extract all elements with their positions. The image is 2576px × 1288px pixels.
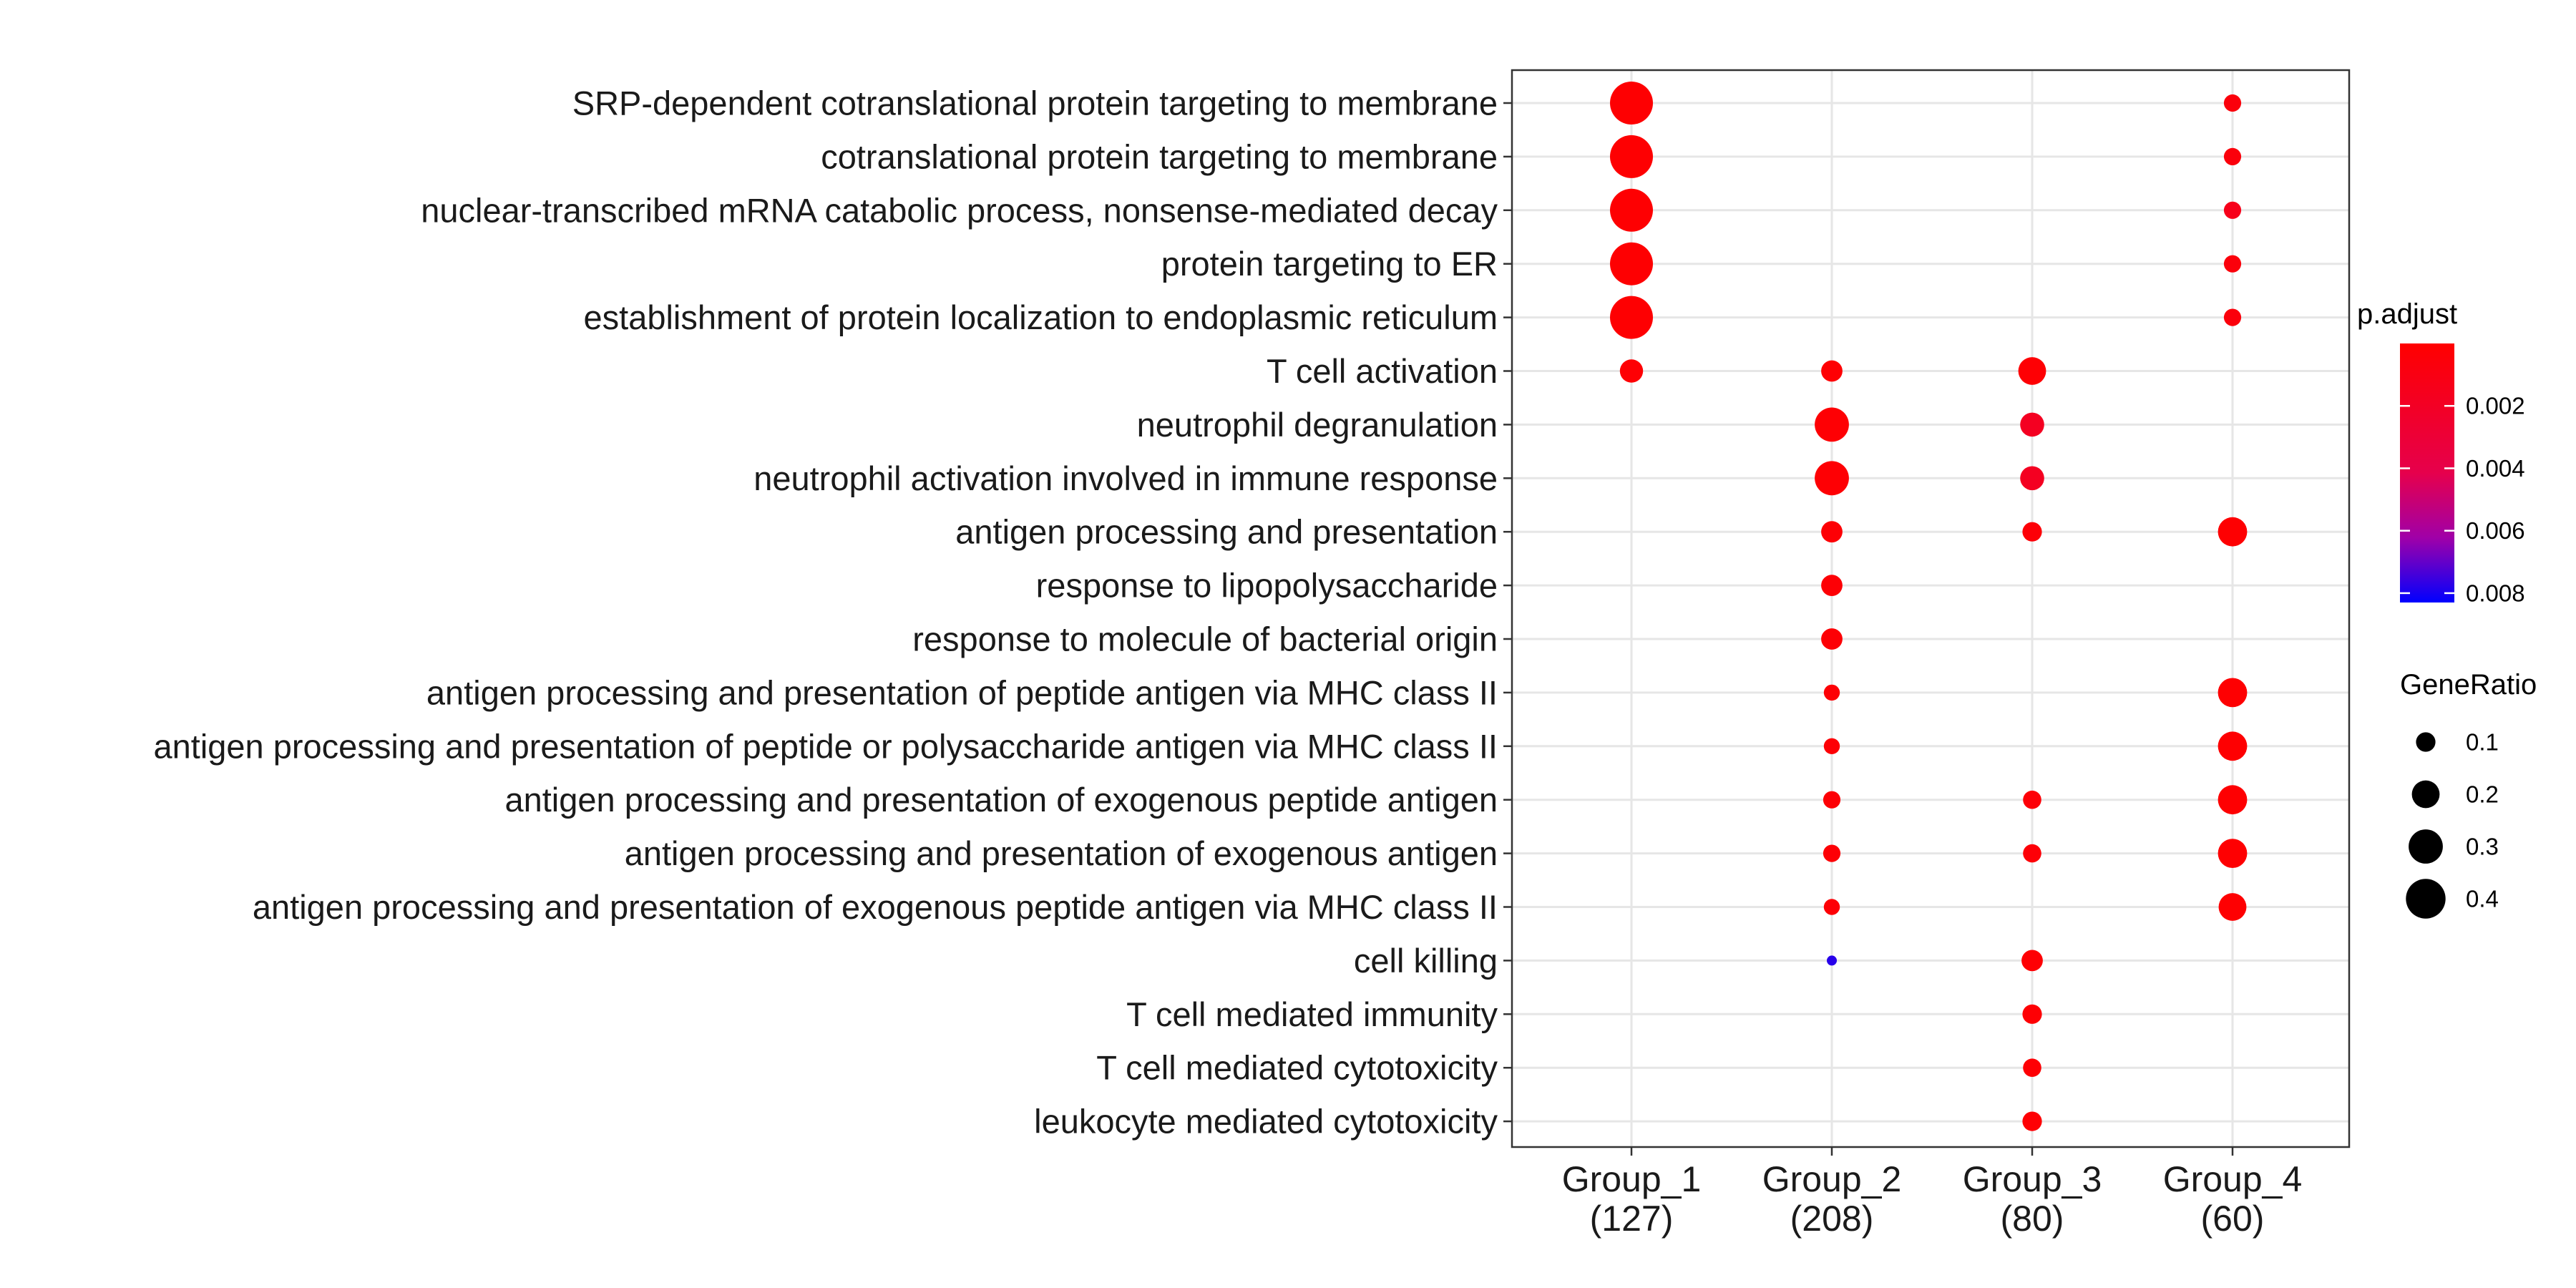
point-group-4: [2218, 839, 2248, 868]
y-label-response-to-molecule-of-bacterial-origin: response to molecule of bacterial origin: [912, 620, 1498, 658]
point-group-1: [1610, 82, 1653, 125]
point-group-2: [1821, 360, 1843, 382]
x-label-count-group-3: (80): [2001, 1199, 2064, 1239]
plot-border: [1511, 69, 2351, 1148]
color-legend-label: 0.002: [2466, 393, 2525, 419]
x-axis-labels: Group_1(127) Group_2(208) Group_3(80) Group…: [1562, 1147, 2303, 1239]
x-label-count-group-1: (127): [1590, 1199, 1674, 1239]
x-label-group-4: Group_4: [2163, 1159, 2303, 1199]
color-legend: p.adjust 0.002 0.004 0.006 0.008: [2357, 298, 2525, 606]
point-group-4: [2218, 893, 2247, 921]
point-group-4: [2218, 517, 2248, 547]
y-label-neutrophil-degranulation: neutrophil degranulation: [1137, 406, 1498, 444]
point-group-2: [1821, 575, 1843, 596]
point-group-4: [2223, 201, 2242, 219]
y-label-t-cell-mediated-cytotoxicity: T cell mediated cytotoxicity: [1096, 1049, 1498, 1087]
size-legend-dot: [2416, 732, 2436, 752]
size-legend-label: 0.2: [2466, 781, 2499, 808]
point-group-3: [2021, 950, 2043, 972]
point-group-2: [1827, 955, 1837, 966]
x-label-group-3: Group_3: [1963, 1159, 2102, 1199]
x-label-group-2: Group_2: [1762, 1159, 1902, 1199]
y-label-nuclear-transcribed-mrna-catabolic-process-nonsense-mediated: nuclear-transcribed mRNA catabolic proce…: [421, 191, 1498, 229]
y-label-cell-killing: cell killing: [1354, 942, 1498, 980]
point-group-3: [2023, 790, 2041, 809]
y-label-antigen-processing-and-presentation-of-peptide-antigen-via-m: antigen processing and presentation of p…: [426, 673, 1498, 711]
point-group-2: [1823, 684, 1840, 701]
y-label-response-to-lipopolysaccharide: response to lipopolysaccharide: [1036, 567, 1498, 605]
color-legend-title: p.adjust: [2357, 298, 2457, 330]
y-label-t-cell-activation: T cell activation: [1267, 352, 1498, 390]
y-label-cotranslational-protein-targeting-to-membrane: cotranslational protein targeting to mem…: [821, 137, 1498, 175]
size-legend-dot: [2406, 879, 2446, 919]
size-legend-dot: [2411, 780, 2440, 809]
y-axis-labels: SRP-dependent cotranslational protein ta…: [154, 84, 1512, 1141]
point-group-2: [1815, 407, 1849, 442]
color-legend-label: 0.006: [2466, 517, 2525, 544]
point-group-3: [2020, 466, 2044, 491]
point-group-1: [1610, 188, 1653, 232]
color-legend-label: 0.004: [2466, 455, 2525, 482]
y-label-protein-targeting-to-er: protein targeting to ER: [1161, 245, 1498, 283]
point-group-2: [1815, 461, 1849, 496]
y-label-antigen-processing-and-presentation-of-peptide-or-polysaccha: antigen processing and presentation of p…: [154, 727, 1498, 765]
point-group-4: [2223, 308, 2242, 326]
y-label-antigen-processing-and-presentation: antigen processing and presentation: [955, 513, 1498, 551]
point-group-2: [1823, 844, 1841, 862]
point-group-1: [1610, 242, 1653, 286]
point-group-4: [2223, 94, 2242, 112]
point-group-3: [2023, 844, 2041, 863]
size-legend-title: GeneRatio: [2400, 669, 2537, 701]
y-label-antigen-processing-and-presentation-of-exogenous-peptide-ant: antigen processing and presentation of e…: [253, 888, 1498, 926]
point-group-4: [2218, 731, 2248, 761]
point-group-2: [1823, 791, 1841, 809]
point-group-1: [1610, 296, 1653, 339]
x-label-group-1: Group_1: [1562, 1159, 1702, 1199]
point-group-3: [2018, 357, 2046, 385]
size-legend-label: 0.1: [2466, 729, 2499, 756]
point-group-1: [1610, 135, 1653, 178]
x-label-count-group-2: (208): [1790, 1199, 1874, 1239]
point-group-4: [2223, 255, 2242, 273]
y-label-establishment-of-protein-localization-to-endoplasmic-reticul: establishment of protein localization to…: [584, 298, 1498, 336]
y-label-neutrophil-activation-involved-in-immune-response: neutrophil activation involved in immune…: [753, 459, 1498, 497]
grid-lines: [1512, 70, 2349, 1147]
point-group-3: [2022, 1111, 2042, 1131]
point-group-2: [1823, 738, 1840, 755]
y-label-leukocyte-mediated-cytotoxicity: leukocyte mediated cytotoxicity: [1034, 1103, 1498, 1141]
point-group-4: [2218, 678, 2248, 708]
x-label-count-group-4: (60): [2201, 1199, 2265, 1239]
point-group-4: [2223, 147, 2242, 165]
point-group-3: [2022, 1004, 2042, 1024]
y-label-antigen-processing-and-presentation-of-exogenous-antigen: antigen processing and presentation of e…: [625, 834, 1498, 872]
point-group-1: [1619, 359, 1644, 383]
point-group-2: [1823, 899, 1840, 915]
point-group-2: [1821, 521, 1843, 543]
data-points: [1610, 82, 2248, 1131]
size-legend-dot: [2409, 829, 2443, 864]
y-label-antigen-processing-and-presentation-of-exogenous-peptide-ant: antigen processing and presentation of e…: [504, 781, 1498, 819]
point-group-3: [2020, 412, 2044, 437]
color-legend-bar: [2400, 343, 2454, 602]
point-group-3: [2023, 1058, 2041, 1077]
size-legend-label: 0.3: [2466, 834, 2499, 860]
size-legend: GeneRatio 0.1 0.2 0.3 0.4: [2400, 669, 2537, 919]
y-label-t-cell-mediated-immunity: T cell mediated immunity: [1126, 995, 1498, 1033]
point-group-2: [1821, 628, 1843, 650]
y-label-srp-dependent-cotranslational-protein-targeting-to-membrane: SRP-dependent cotranslational protein ta…: [572, 84, 1498, 122]
point-group-4: [2218, 785, 2248, 815]
color-legend-label: 0.008: [2466, 580, 2525, 606]
size-legend-label: 0.4: [2466, 886, 2499, 912]
point-group-3: [2022, 522, 2042, 542]
